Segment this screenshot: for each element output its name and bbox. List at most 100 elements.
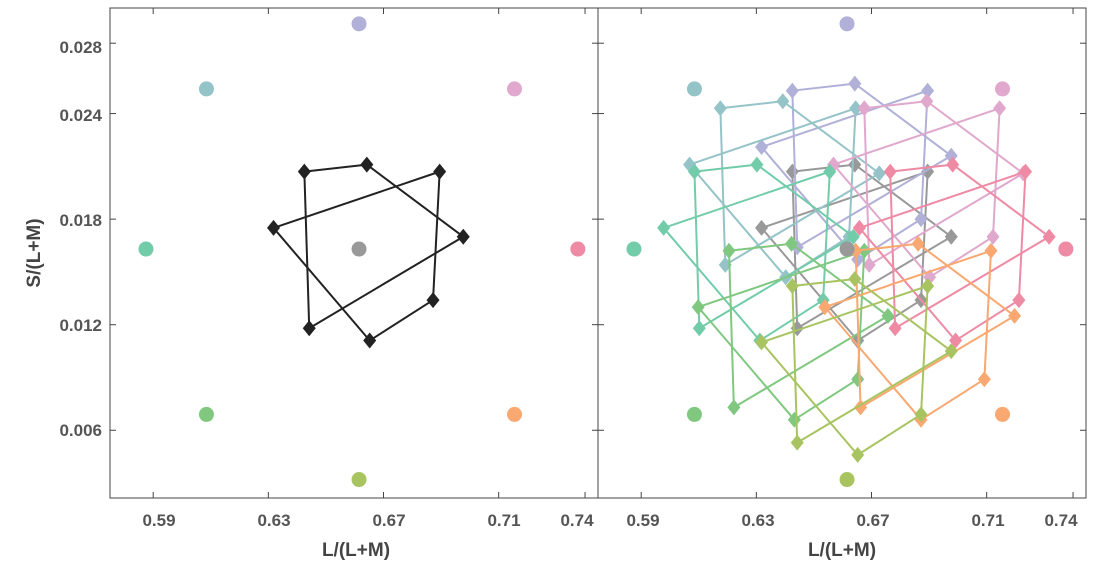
right-xtick-label-4: 0.71 [971, 511, 1004, 530]
left-xtick-label-5: 0.74 [560, 511, 594, 530]
right-pattern-purple-marker-2-2 [914, 211, 928, 228]
right-pattern-purple-marker-2-4 [755, 138, 769, 155]
right-pattern-orange-marker-1-2 [1008, 307, 1022, 324]
right-point-gray [839, 241, 855, 257]
left-point-mint [138, 241, 154, 257]
right-pattern-green-marker-1-2 [881, 307, 895, 324]
right-pattern-rose-marker-1-1 [946, 156, 960, 173]
ytick-label-5: 0.028 [59, 38, 102, 57]
right-pattern-olive-marker-1-4 [785, 277, 799, 294]
ytick-label-1: 0.006 [59, 421, 102, 440]
right-pattern-teal-blue-marker-2-1 [849, 100, 863, 117]
left-panel: 0.59 0.63 0.67 0.71 0.74 0.006 0.012 0.0… [24, 7, 599, 561]
right-pattern-teal-blue-marker-1-1 [776, 93, 790, 110]
left-reference-points [138, 16, 586, 488]
right-point-mint [626, 241, 642, 257]
right-x-axis-label: L/(L+M) [808, 540, 876, 561]
left-pattern-marker-2-4 [267, 219, 281, 236]
right-pattern-pink-marker-1-3 [862, 256, 876, 273]
right-pattern-olive-marker-2-1 [921, 277, 935, 294]
left-x-axis-label: L/(L+M) [322, 540, 390, 561]
left-point-rose [570, 241, 586, 257]
right-xtick-label-1: 0.59 [626, 511, 659, 530]
left-point-purple [351, 16, 367, 32]
left-xtick-label-1: 0.59 [142, 511, 175, 530]
right-pattern-mint-marker-1-2 [846, 228, 860, 245]
right-pattern-purple-marker-2-1 [921, 82, 935, 99]
right-pattern-green-marker-1-1 [784, 235, 798, 252]
right-pattern-olive-marker-1-2 [944, 343, 958, 360]
right-pattern-gray-marker-2-4 [755, 219, 769, 236]
right-pattern-mint-marker-1-3 [692, 320, 706, 337]
right-pattern-teal-blue-marker-1-2 [872, 165, 886, 182]
right-pattern-orange-marker-2-1 [984, 242, 998, 259]
right-pattern-rose-marker-2-1 [1019, 163, 1033, 180]
left-pattern-marker-1-1 [360, 156, 374, 173]
left-point-pink [507, 81, 523, 97]
right-pattern-gray-marker-1-1 [848, 156, 862, 173]
left-pattern-marker-2-1 [433, 163, 447, 180]
right-pattern-mint-marker-1-1 [750, 156, 764, 173]
right-pattern-mint-marker-1-4 [687, 163, 701, 180]
right-pattern-olive-marker-1-1 [848, 270, 862, 287]
ytick-label-2: 0.012 [59, 316, 102, 335]
right-pattern-green-marker-1-4 [722, 242, 736, 259]
left-pattern-marker-2-3 [363, 332, 377, 349]
right-pattern-rose-marker-2-2 [1012, 292, 1026, 309]
left-point-olive [351, 472, 367, 488]
right-point-pink [995, 81, 1011, 97]
right-point-purple [839, 16, 855, 32]
right-tick-marks [598, 8, 1086, 498]
right-pattern-orange-marker-1-1 [911, 235, 925, 252]
ytick-label-4: 0.024 [59, 106, 102, 125]
left-xtick-label-3: 0.67 [372, 511, 405, 530]
right-pattern-pink-marker-2-2 [986, 228, 1000, 245]
right-pattern-pink-marker-2-1 [993, 100, 1007, 117]
right-point-olive [839, 472, 855, 488]
right-pattern-purple-marker-1-1 [848, 75, 862, 92]
right-pattern-purple-marker-1-4 [785, 82, 799, 99]
ytick-label-3: 0.018 [59, 211, 102, 230]
left-xtick-label-2: 0.63 [257, 511, 290, 530]
right-pattern-rose-marker-1-3 [888, 320, 902, 337]
right-pattern-teal-blue-marker-1-4 [713, 100, 727, 117]
right-pattern-olive-marker-1-3 [790, 434, 804, 451]
right-pattern-rose-marker-2-4 [852, 219, 866, 236]
right-pattern-olive-marker-2-4 [755, 334, 769, 351]
right-point-green [686, 406, 702, 422]
left-point-orange [507, 406, 523, 422]
right-pattern-gray-marker-1-2 [944, 228, 958, 245]
right-point-teal-blue [686, 81, 702, 97]
left-pattern-marker-1-3 [302, 320, 316, 337]
right-pattern-mint-marker-2-4 [657, 219, 671, 236]
left-point-gray [351, 241, 367, 257]
right-xtick-label-5: 0.74 [1044, 511, 1078, 530]
left-pattern-marker-1-4 [297, 163, 311, 180]
right-xtick-label-3: 0.67 [856, 511, 889, 530]
right-pattern-green-marker-2-2 [851, 371, 865, 388]
right-series-layer [657, 75, 1056, 463]
right-pattern-olive-marker-2-2 [914, 406, 928, 423]
right-panel: 0.59 0.63 0.67 0.71 0.74 L/(L+M) [597, 7, 1087, 561]
right-xtick-label-2: 0.63 [741, 511, 774, 530]
right-pattern-mint-marker-2-1 [823, 163, 837, 180]
right-pattern-rose-marker-1-2 [1042, 228, 1056, 245]
right-pattern-pink-marker-1-1 [920, 93, 934, 110]
right-point-orange [995, 406, 1011, 422]
y-axis-label: S/(L+M) [24, 218, 45, 287]
right-pattern-pink-marker-1-4 [857, 100, 871, 117]
right-reference-points [626, 16, 1074, 488]
right-point-rose [1058, 241, 1074, 257]
right-pattern-orange-marker-2-2 [977, 371, 991, 388]
left-point-green [198, 406, 214, 422]
right-pattern-green-marker-2-4 [691, 299, 705, 316]
right-pattern-olive-marker-2-3 [851, 446, 865, 463]
left-pattern-marker-2-2 [426, 292, 440, 309]
left-xtick-label-4: 0.71 [487, 511, 520, 530]
right-pattern-green-marker-1-3 [727, 399, 741, 416]
left-point-teal-blue [198, 81, 214, 97]
right-pattern-rose-marker-1-4 [883, 163, 897, 180]
left-tick-marks [110, 8, 598, 498]
right-pattern-orange-marker-2-4 [818, 299, 832, 316]
